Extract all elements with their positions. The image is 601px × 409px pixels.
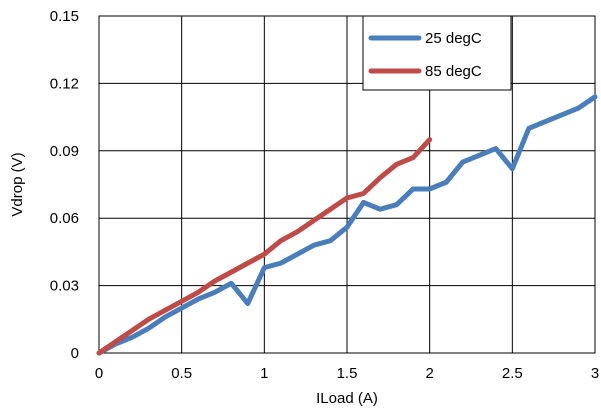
- series-25-degc: [96, 94, 598, 356]
- data-point-25-degc: [576, 106, 581, 111]
- series-85-degc: [96, 137, 433, 356]
- legend-box: [362, 15, 512, 91]
- y-tick-label: 0.12: [50, 75, 79, 92]
- data-point-85-degc: [394, 162, 399, 167]
- data-point-25-degc: [477, 153, 482, 158]
- y-tick-label: 0.15: [50, 8, 79, 25]
- y-axis-title: Vdrop (V): [9, 152, 26, 216]
- data-point-85-degc: [196, 290, 201, 295]
- legend: 25 degC 85 degC: [362, 15, 512, 91]
- legend-label-25-degc: 25 degC: [425, 30, 482, 47]
- data-point-85-degc: [179, 299, 184, 304]
- data-point-85-degc: [427, 137, 432, 142]
- data-point-85-degc: [163, 308, 168, 313]
- plot-area-border: [98, 15, 596, 354]
- data-point-85-degc: [212, 279, 217, 284]
- y-tick-label: 0.03: [50, 278, 79, 295]
- data-point-25-degc: [526, 126, 531, 131]
- data-point-25-degc: [361, 200, 366, 205]
- legend-label-85-degc: 85 degC: [425, 63, 482, 80]
- data-point-25-degc: [196, 297, 201, 302]
- data-point-85-degc: [345, 195, 350, 200]
- data-point-25-degc: [510, 166, 515, 171]
- data-point-25-degc: [146, 326, 151, 331]
- x-tick-label: 0.5: [171, 365, 192, 382]
- data-point-85-degc: [361, 191, 366, 196]
- data-point-25-degc: [262, 265, 267, 270]
- x-tick-label: 2: [425, 365, 433, 382]
- data-point-85-degc: [311, 218, 316, 223]
- data-series: [96, 94, 598, 356]
- data-point-25-degc: [328, 238, 333, 243]
- data-point-85-degc: [295, 229, 300, 234]
- x-tick-label: 1.5: [337, 365, 358, 382]
- data-point-85-degc: [113, 339, 118, 344]
- data-point-85-degc: [262, 252, 267, 257]
- data-point-85-degc: [278, 238, 283, 243]
- data-point-25-degc: [411, 186, 416, 191]
- data-point-25-degc: [444, 180, 449, 185]
- data-point-25-degc: [245, 301, 250, 306]
- x-axis-title: ILoad (A): [316, 390, 378, 407]
- data-point-25-degc: [163, 315, 168, 320]
- data-point-25-degc: [593, 94, 598, 99]
- x-tick-label: 1: [260, 365, 268, 382]
- data-point-25-degc: [559, 112, 564, 117]
- series-line-25-degc: [96, 94, 598, 356]
- y-tick-label: 0.09: [50, 143, 79, 160]
- tick-labels: 0 0.5 1 1.5 2 2.5 3 0 0.03 0.06 0.09 0.12 0.15: [50, 8, 599, 382]
- data-point-25-degc: [229, 281, 234, 286]
- data-point-25-degc: [179, 306, 184, 311]
- data-point-85-degc: [229, 270, 234, 275]
- data-point-85-degc: [245, 261, 250, 266]
- data-point-25-degc: [345, 225, 350, 230]
- data-point-25-degc: [311, 243, 316, 248]
- data-point-25-degc: [278, 261, 283, 266]
- data-point-25-degc: [212, 290, 217, 295]
- data-point-25-degc: [543, 119, 548, 124]
- data-point-85-degc: [328, 207, 333, 212]
- x-tick-label: 2.5: [502, 365, 523, 382]
- data-point-85-degc: [411, 155, 416, 160]
- data-point-25-degc: [130, 335, 135, 340]
- data-point-25-degc: [378, 207, 383, 212]
- data-point-25-degc: [427, 186, 432, 191]
- x-tick-label: 0: [95, 365, 103, 382]
- data-point-25-degc: [295, 252, 300, 257]
- data-point-85-degc: [97, 351, 102, 356]
- y-tick-label: 0: [71, 345, 79, 362]
- data-point-85-degc: [146, 317, 151, 322]
- data-point-25-degc: [394, 202, 399, 207]
- x-tick-label: 3: [591, 365, 599, 382]
- data-point-25-degc: [493, 146, 498, 151]
- y-tick-label: 0.06: [50, 210, 79, 227]
- data-point-85-degc: [130, 328, 135, 333]
- data-point-85-degc: [378, 175, 383, 180]
- data-point-25-degc: [460, 160, 465, 165]
- series-line-85-degc: [96, 137, 433, 356]
